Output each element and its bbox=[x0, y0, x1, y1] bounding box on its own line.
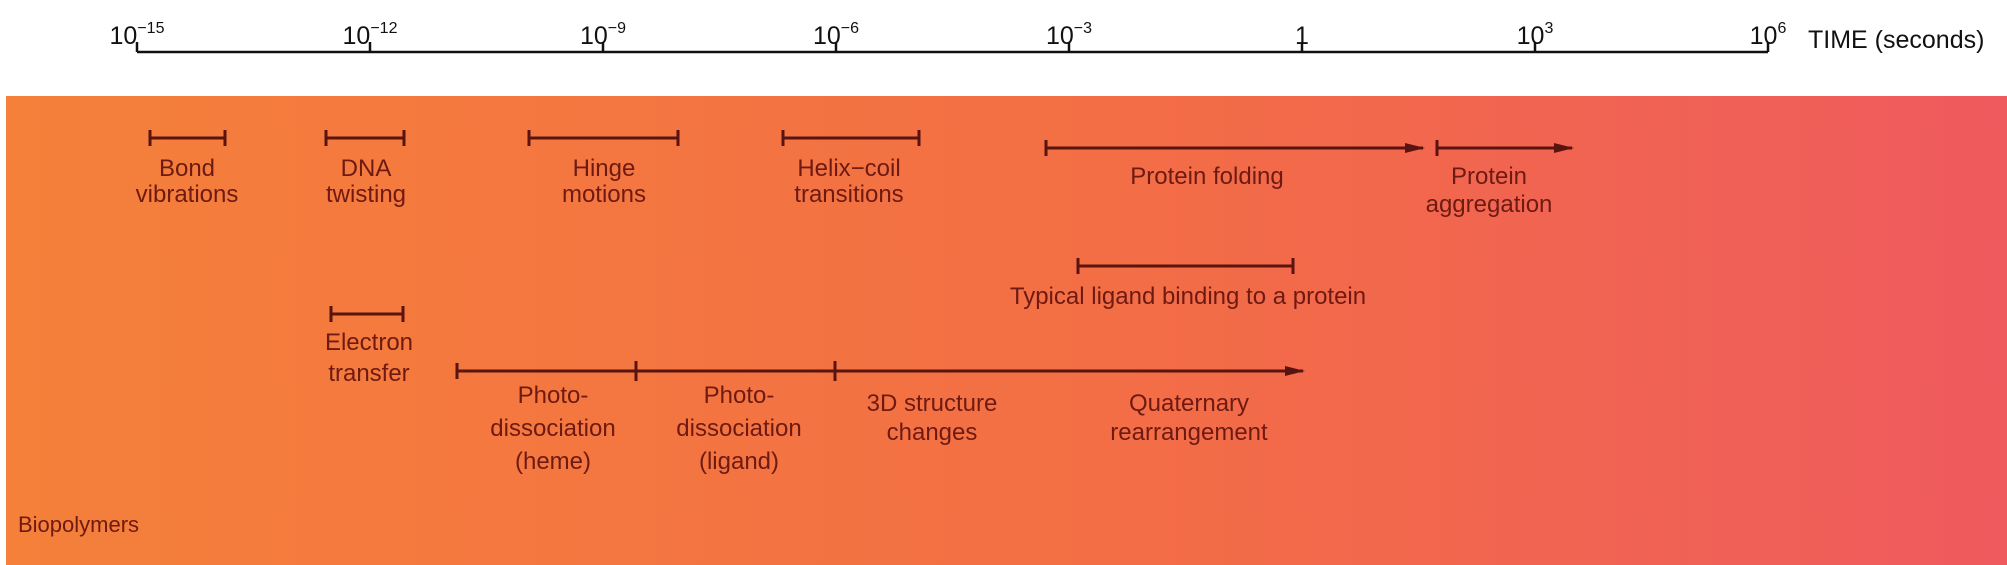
tick-base: 10 bbox=[580, 22, 608, 50]
process-label: dissociation bbox=[490, 415, 615, 442]
tick-exponent: −15 bbox=[137, 20, 164, 37]
process-label: Helix−coil bbox=[797, 155, 900, 182]
tick-base: 1 bbox=[1295, 22, 1309, 50]
panel-background bbox=[6, 96, 2007, 565]
process-label: Bond bbox=[159, 155, 215, 182]
process-label: Protein folding bbox=[1130, 163, 1283, 190]
tick-exponent: −12 bbox=[370, 20, 397, 37]
process-label: Photo- bbox=[518, 382, 589, 409]
tick-base: 10 bbox=[1750, 22, 1778, 50]
tick-base: 10 bbox=[110, 22, 138, 50]
tick-exponent: −3 bbox=[1074, 20, 1092, 37]
process-label: Photo- bbox=[704, 382, 775, 409]
tick-exponent: −9 bbox=[608, 20, 626, 37]
process-label: DNA bbox=[341, 155, 392, 182]
process-label: Hinge bbox=[573, 155, 636, 182]
tick-exponent: 3 bbox=[1544, 20, 1553, 37]
tick-label: 10−15 bbox=[110, 20, 165, 50]
tick-label: 10−9 bbox=[580, 20, 626, 50]
tick-label: 103 bbox=[1517, 20, 1554, 50]
process-label: changes bbox=[887, 419, 978, 446]
process-label: 3D structure bbox=[867, 390, 998, 417]
process-label: twisting bbox=[326, 181, 406, 208]
axis-label: TIME (seconds) bbox=[1808, 26, 1984, 54]
time-axis: TIME (seconds) 10−15 10−12 10−9 10−6 10−3 1 10… bbox=[110, 20, 1985, 54]
process-label: Electron bbox=[325, 329, 413, 356]
process-label: motions bbox=[562, 181, 646, 208]
tick-base: 10 bbox=[1046, 22, 1074, 50]
process-label: (heme) bbox=[515, 448, 591, 475]
tick-base: 10 bbox=[813, 22, 841, 50]
process-label: Typical ligand binding to a protein bbox=[1010, 283, 1366, 310]
tick-base: 10 bbox=[343, 22, 371, 50]
tick-base: 10 bbox=[1517, 22, 1545, 50]
tick-label: 10−12 bbox=[343, 20, 398, 50]
tick-label: 106 bbox=[1750, 20, 1787, 50]
process-label: Protein bbox=[1451, 163, 1527, 190]
tick-label: 10−3 bbox=[1046, 20, 1092, 50]
process-label: aggregation bbox=[1426, 191, 1553, 218]
process-label: dissociation bbox=[676, 415, 801, 442]
tick-exponent: −6 bbox=[841, 20, 859, 37]
process-label: transfer bbox=[328, 360, 409, 387]
process-label: rearrangement bbox=[1110, 419, 1268, 446]
tick-exponent: 6 bbox=[1777, 20, 1786, 37]
tick-label: 1 bbox=[1295, 22, 1309, 50]
process-label: vibrations bbox=[136, 181, 239, 208]
tick-label: 10−6 bbox=[813, 20, 859, 50]
process-label: transitions bbox=[794, 181, 903, 208]
panel-label: Biopolymers bbox=[18, 512, 139, 537]
process-label: (ligand) bbox=[699, 448, 779, 475]
process-label: Quaternary bbox=[1129, 390, 1249, 417]
